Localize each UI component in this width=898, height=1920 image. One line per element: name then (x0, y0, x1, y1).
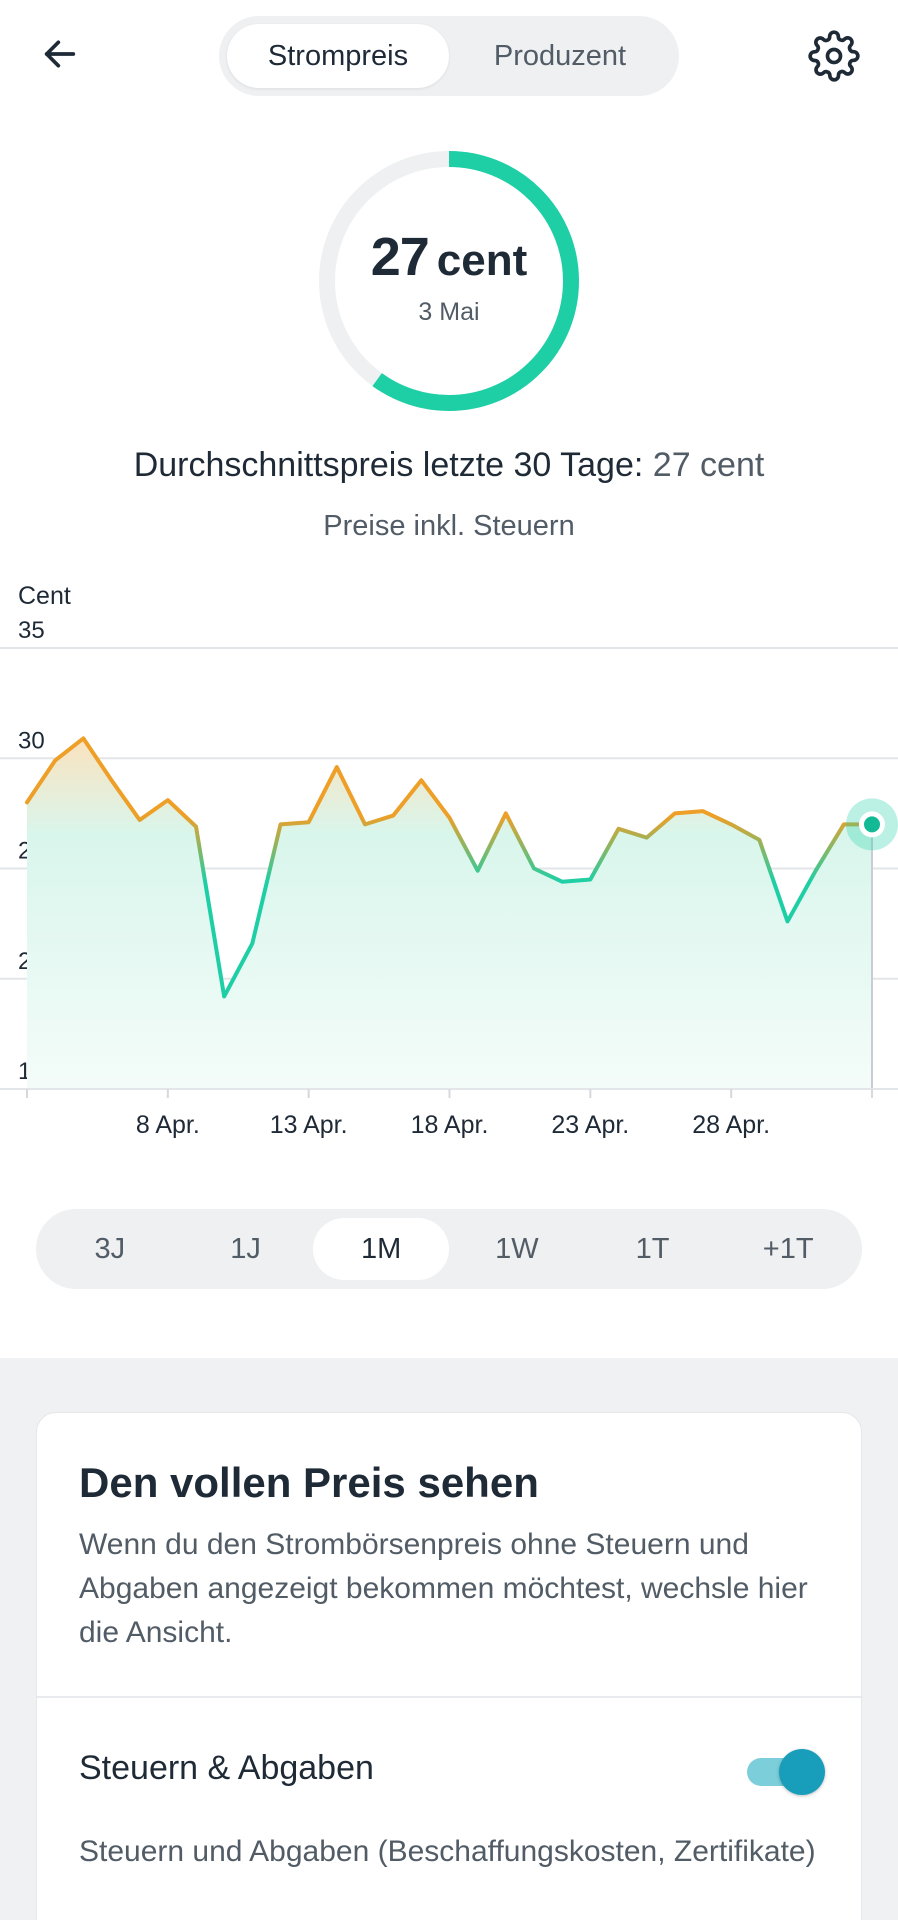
chart-area (27, 738, 872, 1089)
x-tick-label: 23 Apr. (551, 1111, 629, 1139)
gauge-fill (319, 151, 579, 411)
price-chart-svg: Cent35302520158 Apr.13 Apr.18 Apr.23 Apr… (0, 582, 898, 1139)
average-price: Durchschnittspreis letzte 30 Tage: 27 ce… (0, 446, 898, 485)
period-3j[interactable]: 3J (94, 1232, 126, 1265)
settings-button[interactable] (806, 28, 862, 84)
current-price-date: 3 Mai (418, 297, 480, 326)
current-price-value: 27 (370, 226, 430, 287)
current-price-unit: cent (436, 235, 528, 285)
tab-produzent[interactable]: Produzent (493, 39, 627, 72)
arrow-left-icon (44, 40, 76, 68)
price-line (25, 736, 874, 999)
tab-strompreis[interactable]: Strompreis (227, 24, 449, 88)
x-tick-label: 8 Apr. (136, 1111, 200, 1139)
y-tick-label: 30 (18, 727, 45, 754)
period-1w[interactable]: 1W (495, 1232, 539, 1265)
back-button[interactable] (36, 30, 84, 78)
current-point (864, 816, 880, 833)
price-chart[interactable]: Cent35302520158 Apr.13 Apr.18 Apr.23 Apr… (0, 575, 898, 1145)
y-axis-label: Cent (18, 582, 71, 610)
average-price-label: Durchschnittspreis letzte 30 Tage: (133, 446, 644, 484)
gear-icon (808, 30, 860, 82)
x-tick-label: 28 Apr. (692, 1111, 770, 1139)
full-price-card: Den vollen Preis sehen Wenn du den Strom… (36, 1412, 863, 1920)
x-tick-label: 13 Apr. (270, 1111, 348, 1139)
y-tick-label: 35 (18, 617, 45, 644)
x-tick-label: 18 Apr. (411, 1111, 489, 1139)
average-price-value: 27 cent (652, 446, 765, 484)
view-switcher: Strompreis Produzent (219, 16, 679, 96)
card-description: Wenn du den Strombörsenpreis ohne Steuer… (79, 1528, 808, 1649)
card-divider (37, 1696, 863, 1698)
period-selector: 3J 1J 1M 1W 1T +1T (36, 1209, 862, 1289)
card-title: Den vollen Preis sehen (79, 1459, 539, 1506)
period-1m[interactable]: 1M (313, 1218, 450, 1280)
toggle-knob (779, 1749, 825, 1795)
taxes-toggle-label: Steuern & Abgaben (79, 1749, 374, 1787)
period-1t[interactable]: 1T (635, 1232, 670, 1265)
period-plus-1t[interactable]: +1T (762, 1232, 814, 1265)
taxes-toggle[interactable] (747, 1749, 825, 1795)
price-gauge: 27 cent 3 Mai (318, 150, 580, 412)
tax-note: Preise inkl. Steuern (323, 510, 575, 542)
taxes-toggle-description: Steuern und Abgaben (Beschaffungskosten,… (79, 1835, 816, 1868)
period-1j[interactable]: 1J (230, 1232, 261, 1265)
